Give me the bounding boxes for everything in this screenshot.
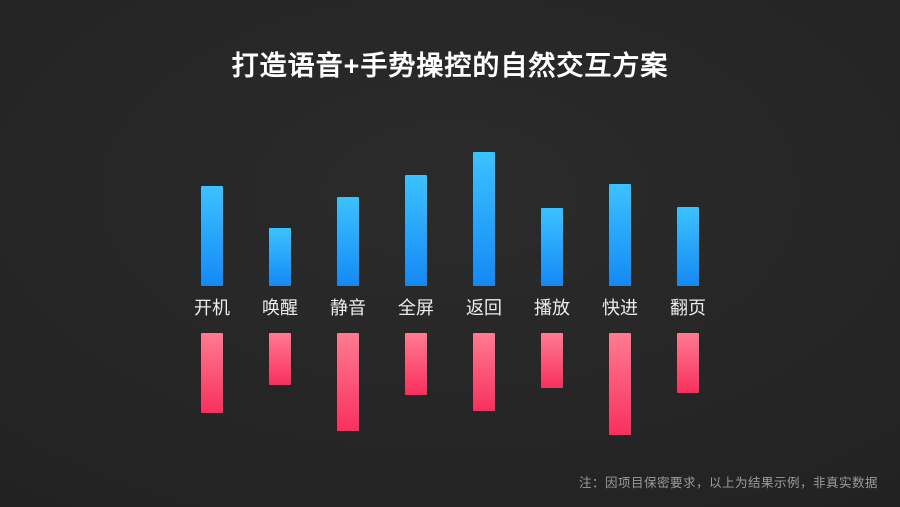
lower-bar-area xyxy=(677,333,699,437)
upper-blue-bar xyxy=(337,197,359,286)
upper-bar-area xyxy=(405,150,427,286)
lower-pink-bar xyxy=(201,333,223,413)
lower-bar-area xyxy=(609,333,631,437)
upper-blue-bar xyxy=(677,207,699,286)
lower-bar-area xyxy=(201,333,223,437)
category-label: 快进 xyxy=(602,298,638,318)
upper-blue-bar xyxy=(405,175,427,286)
upper-blue-bar xyxy=(541,208,563,286)
upper-blue-bar xyxy=(269,228,291,286)
upper-bar-area xyxy=(541,150,563,286)
upper-bar-area xyxy=(337,150,359,286)
chart-column: 全屏 xyxy=(396,150,436,437)
lower-pink-bar xyxy=(269,333,291,385)
lower-pink-bar xyxy=(609,333,631,435)
upper-blue-bar xyxy=(473,152,495,286)
slide-title: 打造语音+手势操控的自然交互方案 xyxy=(231,51,669,81)
chart-column: 返回 xyxy=(464,150,504,437)
chart-column: 静音 xyxy=(328,150,368,437)
lower-bar-area xyxy=(541,333,563,437)
lower-bar-area xyxy=(405,333,427,437)
upper-blue-bar xyxy=(609,184,631,286)
upper-bar-area xyxy=(677,150,699,286)
category-label: 播放 xyxy=(534,298,570,318)
chart: 开机 唤醒 静音 全屏 返回 播放 快进 翻页 xyxy=(192,150,708,437)
chart-column: 开机 xyxy=(192,150,232,437)
chart-column: 播放 xyxy=(532,150,572,437)
category-label: 开机 xyxy=(194,298,230,318)
category-label: 唤醒 xyxy=(262,298,298,318)
upper-blue-bar xyxy=(201,186,223,286)
chart-column: 翻页 xyxy=(668,150,708,437)
lower-pink-bar xyxy=(541,333,563,388)
category-label: 静音 xyxy=(330,298,366,318)
lower-pink-bar xyxy=(677,333,699,393)
lower-bar-area xyxy=(269,333,291,437)
category-label: 返回 xyxy=(466,298,502,318)
upper-bar-area xyxy=(609,150,631,286)
category-label: 全屏 xyxy=(398,298,434,318)
upper-bar-area xyxy=(473,150,495,286)
lower-pink-bar xyxy=(337,333,359,431)
lower-pink-bar xyxy=(405,333,427,395)
upper-bar-area xyxy=(201,150,223,286)
footnote-disclaimer: 注：因项目保密要求，以上为结果示例，非真实数据 xyxy=(578,476,878,490)
lower-bar-area xyxy=(473,333,495,437)
chart-column: 快进 xyxy=(600,150,640,437)
lower-pink-bar xyxy=(473,333,495,411)
category-label: 翻页 xyxy=(670,298,706,318)
lower-bar-area xyxy=(337,333,359,437)
upper-bar-area xyxy=(269,150,291,286)
chart-column: 唤醒 xyxy=(260,150,300,437)
